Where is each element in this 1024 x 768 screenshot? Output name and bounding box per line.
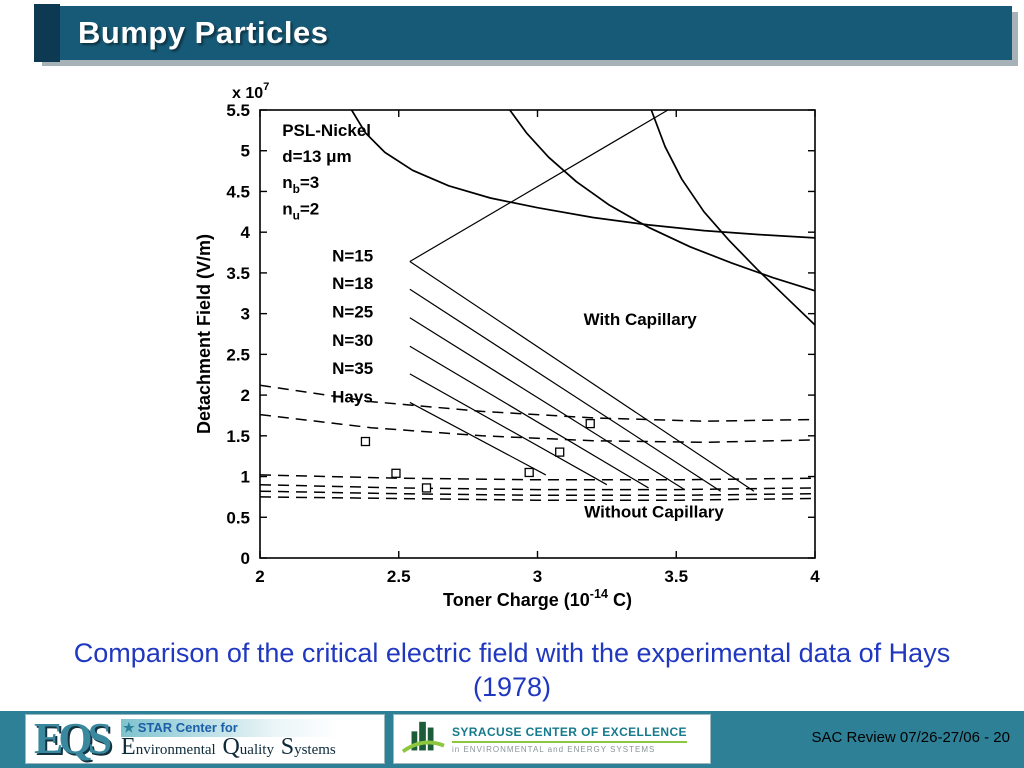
svg-text:With Capillary: With Capillary	[584, 310, 698, 329]
eqs-acronym-text: EQS	[34, 714, 112, 763]
eqs-word-environmental: Environmental	[121, 734, 216, 760]
eqs-star-line: ★ STAR Center for	[121, 719, 339, 737]
svg-text:4: 4	[810, 567, 820, 586]
detachment-field-chart: 2 2.5 3 3.5 4 0 0.5 1 1.5 2 2.5 3 3.5 4 4.5 5 5.5 x 107 To…	[190, 80, 840, 620]
eqs-logo-text: ★ STAR Center for Environmental Quality S…	[121, 719, 339, 760]
chart-svg: 2 2.5 3 3.5 4 0 0.5 1 1.5 2 2.5 3 3.5 4 4.5 5 5.5x 107 To…	[194, 81, 820, 610]
title-bar-accent	[34, 4, 60, 62]
footer-band: EQS ★ STAR Center for Environmental Quali…	[0, 711, 1024, 768]
svg-text:nb=3: nb=3	[282, 173, 319, 196]
svg-text:2: 2	[255, 567, 264, 586]
svg-text:2: 2	[241, 386, 250, 405]
eqs-star-label: STAR Center for	[137, 720, 238, 735]
svg-text:2.5: 2.5	[226, 345, 250, 364]
title-bar: Bumpy Particles	[34, 4, 1012, 62]
svg-text:d=13 μm: d=13 μm	[282, 147, 351, 166]
svg-text:N=35: N=35	[332, 359, 373, 378]
slide-footer-text: SAC Review 07/26-27/06 - 20	[811, 729, 1010, 746]
svg-text:N=15: N=15	[332, 247, 373, 266]
svg-text:N=30: N=30	[332, 331, 373, 350]
svg-text:Hays: Hays	[332, 387, 373, 406]
svg-text:5.5: 5.5	[226, 101, 250, 120]
svg-text:3: 3	[533, 567, 542, 586]
slide-caption: Comparison of the critical electric fiel…	[0, 636, 1024, 704]
syracuse-line-2: in ENVIRONMENTAL and ENERGY SYSTEMS	[452, 744, 656, 754]
star-icon: ★	[123, 720, 135, 735]
svg-text:0.5: 0.5	[226, 508, 250, 527]
svg-text:3.5: 3.5	[226, 264, 250, 283]
svg-text:x 107: x 107	[232, 81, 269, 102]
eqs-word-systems: Systems	[280, 734, 336, 760]
eqs-words: Environmental Quality Systems	[121, 734, 339, 760]
svg-text:nu=2: nu=2	[282, 199, 319, 222]
svg-text:N=25: N=25	[332, 303, 373, 322]
syracuse-logo-text: SYRACUSE CENTER OF EXCELLENCE in ENVIRON…	[452, 725, 687, 754]
svg-text:4.5: 4.5	[226, 182, 250, 201]
svg-text:1.5: 1.5	[226, 427, 250, 446]
svg-text:Toner Charge (10-14 C): Toner Charge (10-14 C)	[443, 587, 632, 610]
svg-text:0: 0	[241, 549, 250, 568]
caption-line-2: (1978)	[472, 672, 552, 702]
caption-line-1: Comparison of the critical electric fiel…	[73, 638, 951, 668]
syracuse-coe-logo: SYRACUSE CENTER OF EXCELLENCE in ENVIRON…	[393, 714, 711, 764]
svg-text:3.5: 3.5	[664, 567, 688, 586]
building-icon	[401, 721, 445, 753]
svg-text:Detachment Field (V/m): Detachment Field (V/m)	[194, 234, 214, 434]
eqs-word-quality: Quality	[222, 734, 274, 760]
svg-text:1: 1	[241, 468, 250, 487]
svg-text:5: 5	[241, 142, 250, 161]
svg-text:N=18: N=18	[332, 274, 373, 293]
svg-text:2.5: 2.5	[387, 567, 411, 586]
svg-text:Without Capillary: Without Capillary	[584, 502, 724, 521]
syracuse-line-1: SYRACUSE CENTER OF EXCELLENCE	[452, 725, 687, 743]
svg-text:PSL-Nickel: PSL-Nickel	[282, 121, 371, 140]
svg-text:3: 3	[241, 305, 250, 324]
slide-title: Bumpy Particles	[78, 15, 329, 50]
svg-text:4: 4	[241, 223, 251, 242]
eqs-logo: EQS ★ STAR Center for Environmental Quali…	[25, 714, 385, 764]
